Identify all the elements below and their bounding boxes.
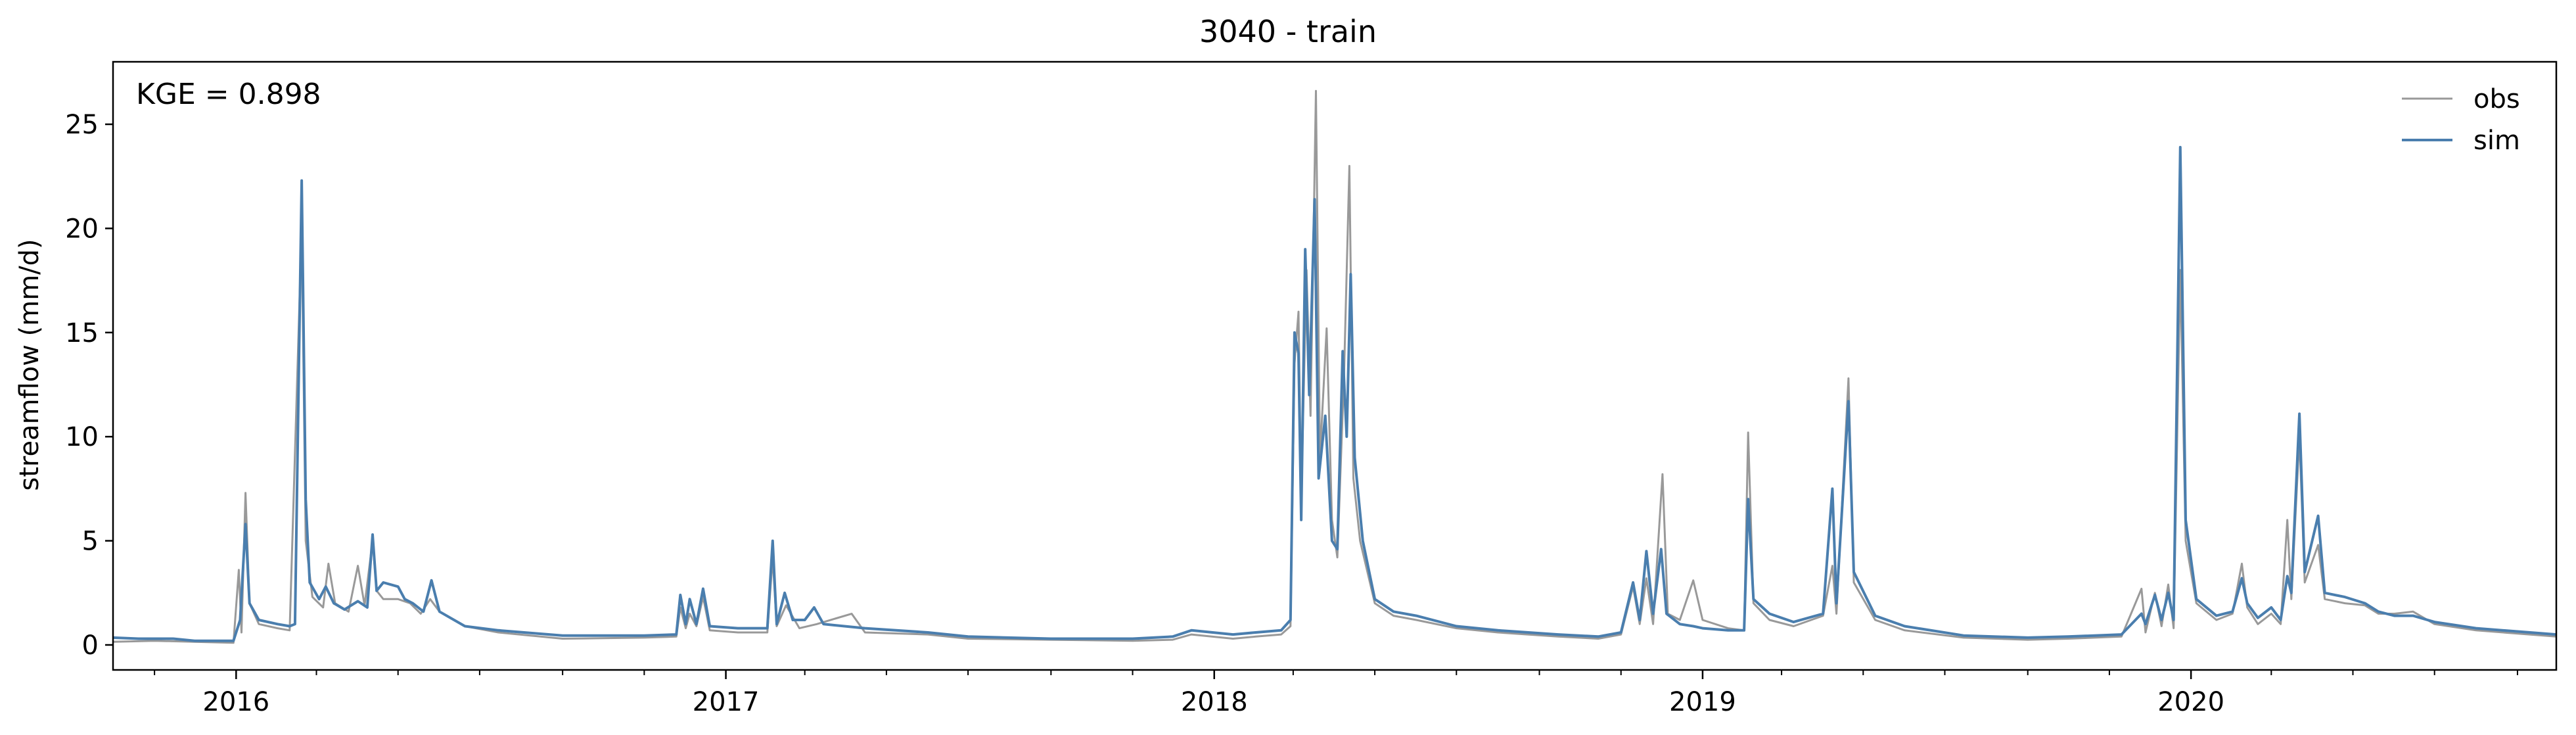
chart-title: 3040 - train [1199,14,1377,49]
legend: obs sim [2402,84,2520,156]
x-axis-ticks: 2016 2017 2018 2019 2020 [154,670,2518,717]
y-tick-label: 5 [82,527,99,557]
y-axis-label: streamflow (mm/d) [14,239,45,490]
x-tick-label: 2019 [1669,687,1736,717]
plot-series [112,89,2557,644]
y-tick-label: 0 [82,630,99,661]
x-tick-label: 2018 [1181,687,1248,717]
y-tick-label: 25 [65,110,99,140]
x-tick-label: 2017 [693,687,760,717]
legend-label-sim: sim [2473,126,2520,156]
x-tick-label: 2020 [2157,687,2224,717]
y-tick-label: 20 [65,214,99,244]
x-tick-label: 2016 [202,687,269,717]
y-axis-ticks: 0 5 10 15 20 25 [65,110,113,661]
legend-label-obs: obs [2473,84,2520,114]
series-line-sim [112,145,2557,642]
y-tick-label: 15 [65,318,99,348]
kge-annotation: KGE = 0.898 [136,78,321,111]
plot-frame [112,60,2558,671]
y-tick-label: 10 [65,422,99,452]
